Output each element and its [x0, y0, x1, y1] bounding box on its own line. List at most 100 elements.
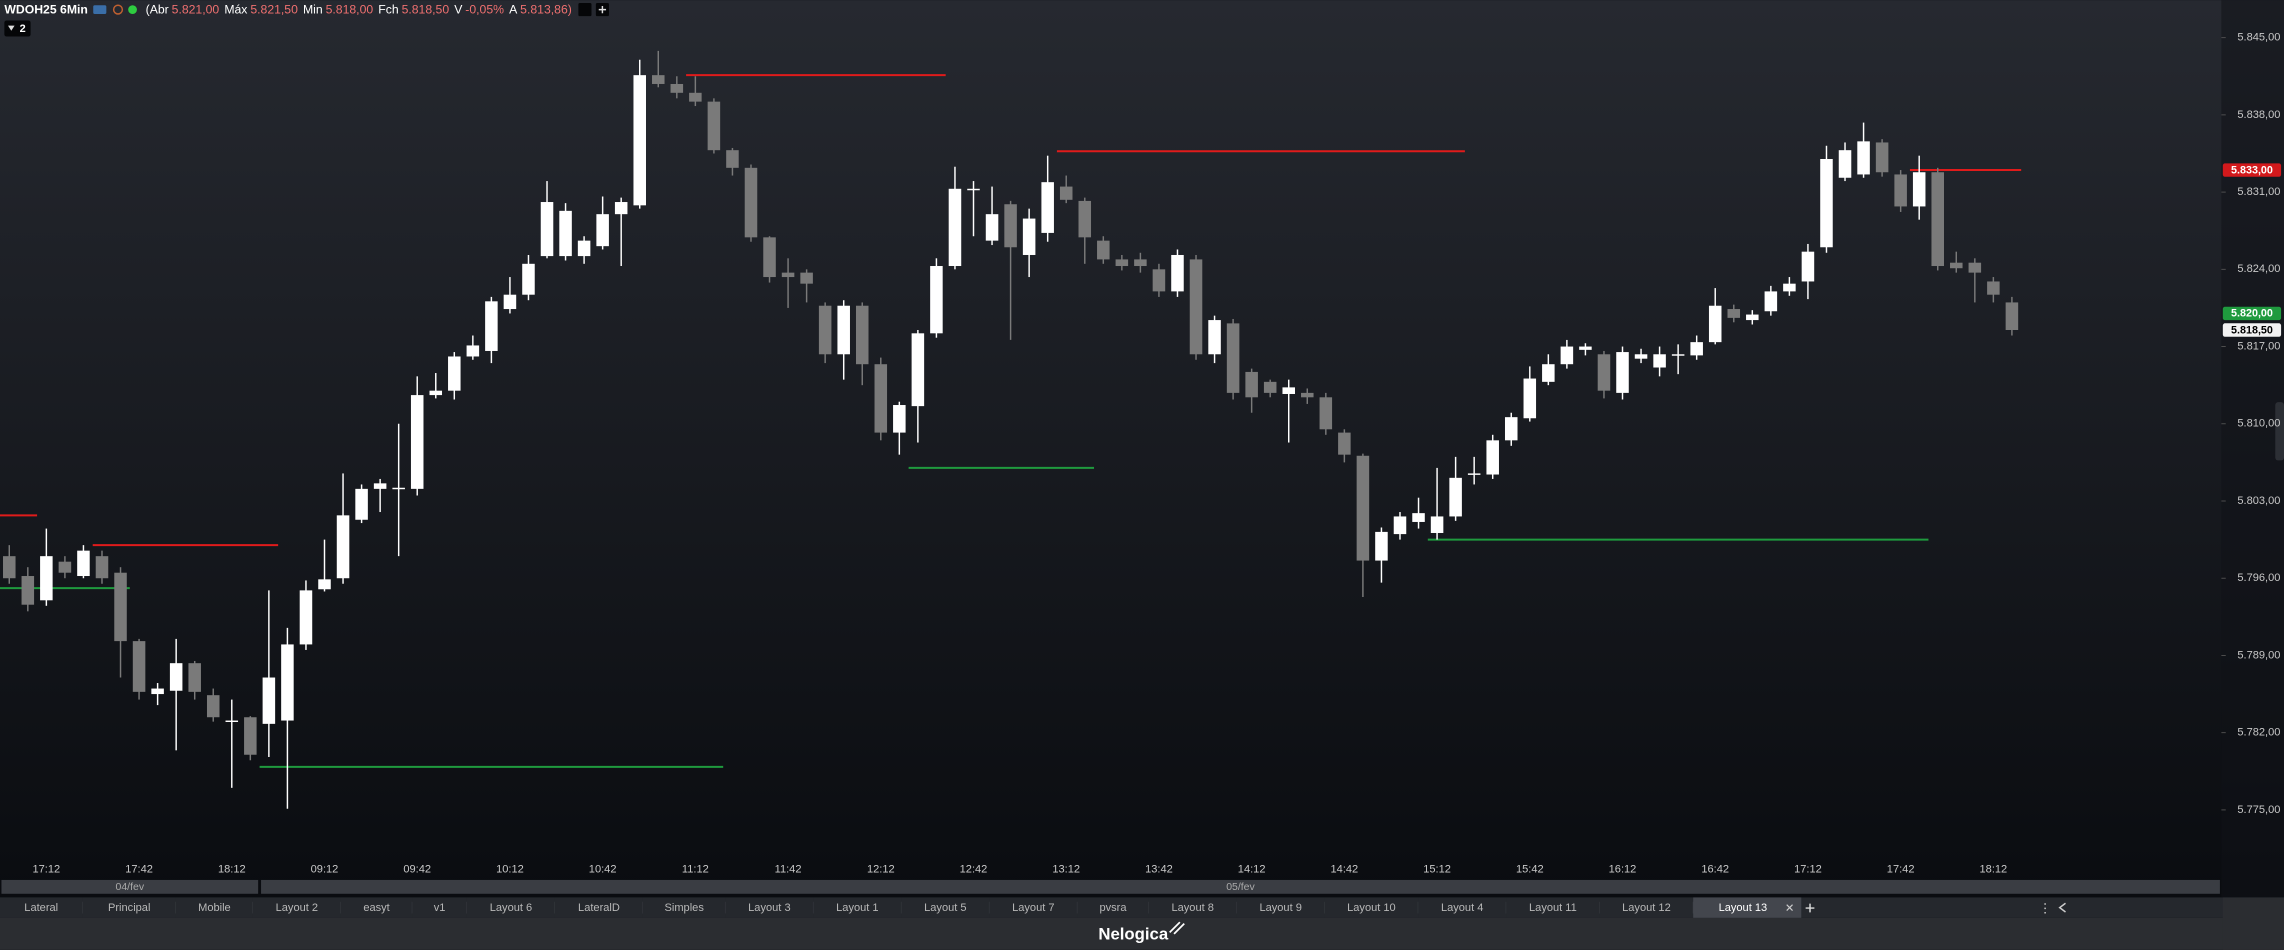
candle-body	[1226, 323, 1240, 393]
tab-label: Layout 12	[1622, 902, 1671, 914]
quote-fields: (Abr 5.821,00 Máx 5.821,50 Min 5.818,00 Fch 5.8…	[146, 3, 609, 17]
x-tick-label: 14:12	[1238, 864, 1266, 876]
tab[interactable]	[252, 897, 341, 918]
candle-body	[1263, 381, 1277, 393]
candle-body	[930, 266, 943, 334]
candle-body	[1746, 314, 1759, 321]
date-label: 04/fev	[116, 882, 145, 893]
candle-body	[1597, 354, 1611, 391]
tab[interactable]	[175, 897, 253, 918]
field-label: A	[509, 3, 518, 17]
candle-body	[1208, 320, 1221, 355]
candle-body	[1486, 440, 1499, 475]
x-tick-label: 17:42	[1887, 864, 1915, 876]
candle-body	[837, 305, 850, 355]
tab[interactable]	[1077, 897, 1149, 918]
candle-body	[1430, 516, 1444, 533]
candle-body	[985, 214, 999, 241]
field-value: 5.818,50	[402, 3, 450, 17]
candle-body	[577, 240, 591, 257]
tab[interactable]	[813, 897, 902, 918]
tab-label: Layout 8	[1171, 902, 1213, 914]
tab-label: Principal	[108, 902, 150, 914]
tab-label: Lateral	[24, 902, 58, 914]
layers-badge[interactable]	[4, 20, 31, 37]
tab-label: Layout 3	[748, 902, 790, 914]
y-tick-label: 5.810,00	[2237, 418, 2280, 430]
tab-label: v1	[434, 902, 446, 914]
candle-body	[485, 301, 498, 351]
field-value: 5.813,86)	[520, 3, 572, 17]
candle-body	[151, 688, 164, 695]
tab[interactable]	[1506, 897, 1600, 918]
tab-label: LateralD	[578, 902, 620, 914]
candle-body	[1764, 291, 1778, 312]
tab-close[interactable]	[1786, 904, 1793, 911]
tab[interactable]	[725, 897, 814, 918]
link-icon[interactable]	[93, 5, 107, 14]
tab-label: Layout 2	[276, 902, 318, 914]
field-value: 5.821,00	[172, 3, 220, 17]
tab-active[interactable]	[1693, 897, 1802, 918]
candle-body	[1134, 259, 1147, 267]
y-tick-label: 5.803,00	[2237, 495, 2280, 507]
status-dot	[128, 5, 137, 14]
candle-body	[1523, 378, 1537, 419]
x-tick-label: 10:12	[496, 864, 524, 876]
candle-body	[1616, 352, 1629, 393]
tab[interactable]	[1324, 897, 1419, 918]
tab[interactable]	[901, 897, 990, 918]
tab-label: Layout 11	[1529, 902, 1577, 914]
x-tick-label: 15:42	[1516, 864, 1544, 876]
candle-body	[1282, 387, 1295, 394]
candle-body	[893, 405, 906, 433]
candle-body	[1152, 269, 1166, 292]
candle-body	[2005, 302, 2019, 331]
tab-add[interactable]	[1805, 903, 1815, 913]
tab[interactable]	[554, 897, 643, 918]
field-label: Fch	[378, 3, 398, 17]
candle-body	[818, 305, 832, 355]
tab[interactable]	[1418, 897, 1507, 918]
field-label: V	[454, 3, 463, 17]
tab[interactable]	[466, 897, 555, 918]
candle-body	[392, 487, 405, 490]
tab[interactable]	[1599, 897, 1694, 918]
candle-body	[373, 483, 387, 489]
candle-body	[169, 663, 183, 691]
tab[interactable]	[1236, 897, 1325, 918]
candle-body	[188, 663, 201, 692]
candle-body	[132, 641, 146, 692]
tab[interactable]	[642, 897, 726, 918]
tab-actions	[2044, 902, 2066, 914]
candle-body	[1634, 354, 1648, 359]
collapse-icon[interactable]	[2058, 902, 2066, 913]
candle-body	[707, 101, 721, 151]
y-tick-label: 5.824,00	[2237, 263, 2280, 275]
tab[interactable]	[412, 897, 467, 918]
tab[interactable]	[340, 897, 413, 918]
footer	[0, 917, 2284, 950]
candle-body	[1059, 186, 1073, 200]
candle-body	[1115, 259, 1129, 267]
tab[interactable]	[0, 897, 83, 918]
candle-body	[114, 572, 127, 642]
side-handle[interactable]	[2275, 402, 2284, 461]
y-tick-label: 5.817,00	[2237, 340, 2280, 352]
tab-label: Layout 9	[1259, 902, 1301, 914]
x-tick-label: 13:42	[1145, 864, 1173, 876]
candle-body	[410, 395, 424, 489]
candle-body	[448, 356, 461, 391]
candle-body	[1393, 516, 1407, 535]
candle-body	[1245, 371, 1258, 398]
candle-body	[40, 556, 53, 601]
badge-arrow	[8, 25, 15, 31]
field-value: 5.821,50	[250, 3, 298, 17]
tab[interactable]	[1148, 897, 1237, 918]
tab[interactable]	[989, 897, 1078, 918]
candle-body	[1078, 200, 1092, 238]
tab[interactable]	[82, 897, 176, 918]
header-button[interactable]	[578, 3, 592, 17]
candle-body	[503, 294, 517, 310]
